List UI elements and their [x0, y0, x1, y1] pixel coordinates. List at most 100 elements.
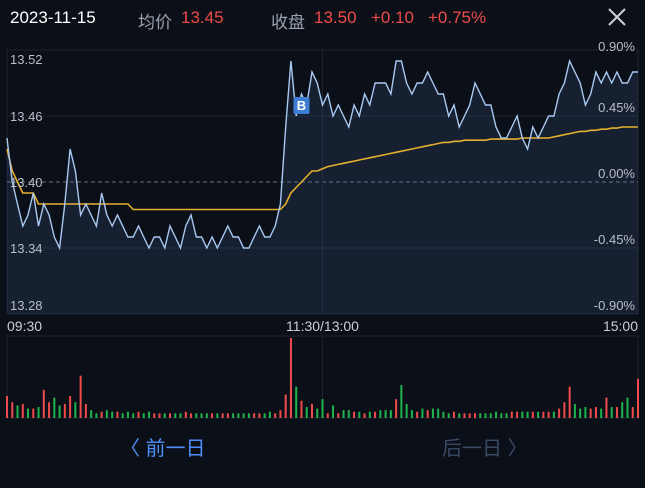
- time-axis-labels: 09:30 11:30/13:00 15:00: [7, 318, 638, 334]
- volume-bar: [563, 402, 566, 418]
- volume-bar: [79, 375, 82, 418]
- price-change-percent: +0.75%: [428, 8, 487, 27]
- volume-bar: [458, 413, 461, 418]
- volume-bar: [174, 413, 177, 418]
- volume-bar: [16, 405, 19, 418]
- price-area-fill: [7, 61, 638, 314]
- volume-bar: [242, 413, 245, 418]
- volume-bar: [447, 413, 450, 418]
- price-area: [7, 61, 638, 314]
- volume-bar: [279, 410, 282, 418]
- volume-bar: [521, 411, 524, 418]
- volume-bar: [437, 408, 440, 418]
- volume-bar: [342, 410, 345, 418]
- volume-bar: [137, 411, 140, 418]
- volume-bar: [484, 413, 487, 418]
- volume-bar: [547, 411, 550, 418]
- volume-bar: [452, 411, 455, 418]
- volume-bar: [153, 413, 156, 418]
- price-tick-label: 13.34: [10, 241, 43, 256]
- buy-marker-group[interactable]: B: [293, 97, 310, 114]
- volume-bar: [626, 397, 629, 418]
- volume-bar: [631, 407, 634, 418]
- volume-bar: [579, 408, 582, 418]
- volume-bar: [232, 413, 235, 418]
- volume-bar: [489, 413, 492, 418]
- volume-bar: [353, 411, 356, 418]
- price-tick-label: 13.28: [10, 298, 43, 313]
- volume-bar: [211, 413, 214, 418]
- volume-bar: [295, 386, 298, 418]
- volume-bar: [300, 400, 303, 418]
- volume-bar: [274, 413, 277, 418]
- price-line: [6, 58, 638, 251]
- volume-bar: [221, 413, 224, 418]
- percent-tick-label: -0.45%: [594, 232, 636, 247]
- volume-bar: [395, 399, 398, 418]
- volume-bar: [48, 402, 51, 418]
- volume-bar: [531, 411, 534, 418]
- volume-bar: [379, 410, 382, 418]
- volume-bar: [558, 408, 561, 418]
- volume-bar: [310, 403, 313, 418]
- volume-bar: [27, 408, 30, 418]
- volume-bar: [200, 413, 203, 418]
- volume-bar: [147, 411, 150, 418]
- volume-bar: [195, 413, 198, 418]
- volume-bar: [568, 386, 571, 418]
- volume-bar: [142, 413, 145, 418]
- buy-marker-icon: [293, 97, 310, 114]
- volume-bar: [426, 410, 429, 418]
- volume-bar: [268, 411, 271, 418]
- volume-bar: [526, 411, 529, 418]
- price-tick-label: 13.40: [10, 175, 43, 190]
- volume-bar: [589, 408, 592, 418]
- buy-marker-label: B: [297, 98, 306, 113]
- next-day-button[interactable]: 后一日 〉: [442, 438, 528, 460]
- volume-bar: [100, 411, 103, 418]
- volume-bar: [90, 410, 93, 418]
- volume-bar: [552, 411, 555, 418]
- volume-bar: [253, 413, 256, 418]
- volume-bar: [621, 402, 624, 418]
- volume-bar: [84, 403, 87, 418]
- volume-bar: [305, 407, 308, 418]
- average-price-line: [6, 126, 638, 211]
- volume-bar: [363, 413, 366, 418]
- prev-day-button[interactable]: 〈 前一日: [120, 438, 206, 460]
- volume-bar: [510, 411, 513, 418]
- volume-bar: [463, 413, 466, 418]
- time-tick-label: 11:30/13:00: [286, 318, 359, 334]
- volume-bar: [126, 411, 129, 418]
- volume-bar: [495, 411, 498, 418]
- price-change: +0.10: [371, 8, 415, 27]
- volume-bar: [58, 405, 61, 418]
- close-price-value: 13.50: [314, 8, 357, 27]
- volume-bar: [615, 407, 618, 418]
- volume-bar: [337, 413, 340, 418]
- percent-tick-label: -0.90%: [594, 298, 636, 313]
- volume-bar: [347, 410, 350, 418]
- volume-bar: [368, 411, 371, 418]
- volume-bar: [610, 407, 613, 418]
- volume-bar: [132, 413, 135, 418]
- volume-bar: [600, 408, 603, 418]
- volume-bar: [190, 413, 193, 418]
- volume-bar: [69, 396, 72, 418]
- volume-bar: [184, 411, 187, 418]
- volume-bar: [537, 411, 540, 418]
- volume-bar: [605, 397, 608, 418]
- volume-bar: [637, 378, 639, 418]
- close-button[interactable]: [604, 4, 630, 30]
- trade-date: 2023-11-15: [10, 8, 96, 27]
- volume-bar: [284, 394, 287, 418]
- volume-bar: [237, 413, 240, 418]
- percent-tick-label: 0.00%: [598, 166, 635, 181]
- volume-bar: [63, 403, 66, 418]
- volume-bar: [116, 411, 119, 418]
- volume-bar: [289, 338, 292, 418]
- volume-bar: [326, 413, 329, 418]
- volume-bar: [431, 408, 434, 418]
- close-price-label: 收盘: [271, 13, 305, 32]
- average-line-group: [6, 126, 638, 211]
